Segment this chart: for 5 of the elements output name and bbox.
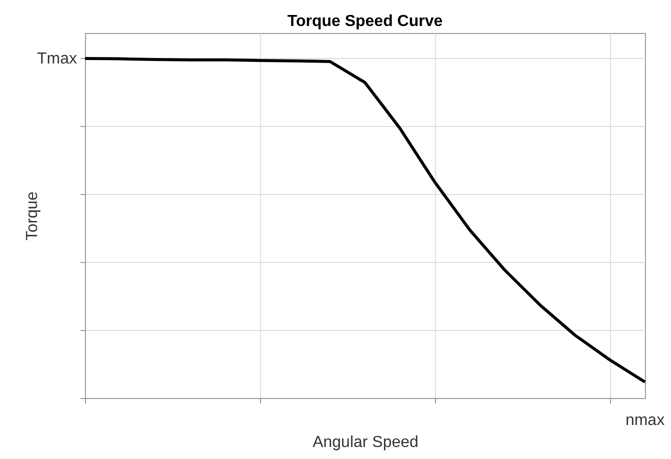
text: Tmax [37, 50, 77, 68]
y-axis-title: Torque [24, 191, 41, 240]
x-axis-title: Angular Speed [312, 434, 418, 451]
chart-title: Torque Speed Curve [287, 13, 443, 30]
text: nmax [625, 412, 665, 429]
